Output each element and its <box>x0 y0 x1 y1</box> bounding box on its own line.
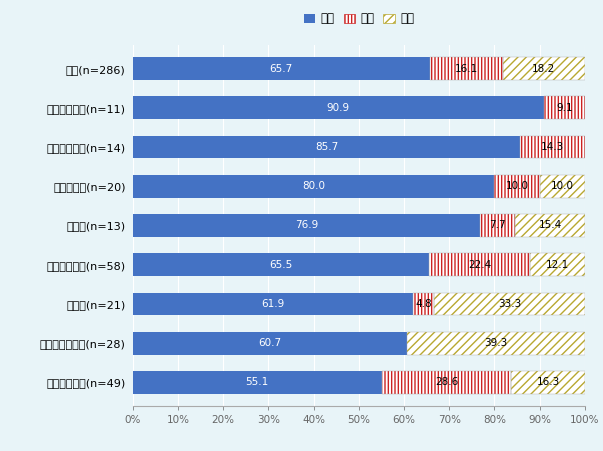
Bar <box>540 175 585 198</box>
Bar <box>530 253 585 276</box>
Text: 10.0: 10.0 <box>551 181 574 191</box>
Text: 39.3: 39.3 <box>484 338 508 348</box>
Text: 14.3: 14.3 <box>541 142 564 152</box>
Text: 28.6: 28.6 <box>435 377 458 387</box>
Bar <box>133 97 544 119</box>
Bar <box>481 214 515 237</box>
Text: 22.4: 22.4 <box>468 260 491 270</box>
Text: 65.5: 65.5 <box>269 260 292 270</box>
Text: 90.9: 90.9 <box>327 103 350 113</box>
Bar <box>530 253 585 276</box>
Bar <box>429 253 530 276</box>
Text: 10.0: 10.0 <box>505 181 529 191</box>
Bar <box>511 371 585 394</box>
Bar <box>133 136 520 158</box>
Bar <box>412 293 434 315</box>
Text: 85.7: 85.7 <box>315 142 338 152</box>
Bar <box>515 214 585 237</box>
Bar <box>430 57 503 80</box>
Text: 61.9: 61.9 <box>261 299 284 309</box>
Bar <box>544 97 585 119</box>
Bar <box>133 175 494 198</box>
Text: 18.2: 18.2 <box>532 64 555 74</box>
Bar <box>544 97 585 119</box>
Text: 80.0: 80.0 <box>302 181 325 191</box>
Bar <box>133 57 430 80</box>
Text: 16.1: 16.1 <box>455 64 478 74</box>
Text: 65.7: 65.7 <box>270 64 293 74</box>
Text: 4.8: 4.8 <box>415 299 432 309</box>
Bar <box>382 371 511 394</box>
Bar <box>382 371 511 394</box>
Text: 55.1: 55.1 <box>245 377 269 387</box>
Bar <box>494 175 540 198</box>
Text: 7.7: 7.7 <box>490 221 506 230</box>
Text: 60.7: 60.7 <box>258 338 282 348</box>
Bar <box>407 332 585 354</box>
Bar <box>434 293 585 315</box>
Bar <box>520 136 585 158</box>
Bar <box>133 332 407 354</box>
Bar <box>540 175 585 198</box>
Bar <box>511 371 585 394</box>
Bar <box>481 214 515 237</box>
Text: 16.3: 16.3 <box>537 377 560 387</box>
Text: 33.3: 33.3 <box>498 299 521 309</box>
Bar <box>520 136 585 158</box>
Bar <box>133 214 481 237</box>
Bar <box>412 293 434 315</box>
Text: 12.1: 12.1 <box>546 260 569 270</box>
Bar <box>133 253 429 276</box>
Bar <box>133 371 382 394</box>
Bar <box>430 57 503 80</box>
Bar <box>429 253 530 276</box>
Bar <box>133 293 412 315</box>
Text: 76.9: 76.9 <box>295 221 318 230</box>
Text: 15.4: 15.4 <box>538 221 562 230</box>
Legend: 黒字, 均衡, 赤字: 黒字, 均衡, 赤字 <box>299 8 418 30</box>
Bar <box>434 293 585 315</box>
Bar <box>503 57 585 80</box>
Bar <box>494 175 540 198</box>
Bar <box>407 332 585 354</box>
Text: 9.1: 9.1 <box>556 103 573 113</box>
Bar <box>515 214 585 237</box>
Bar <box>503 57 585 80</box>
